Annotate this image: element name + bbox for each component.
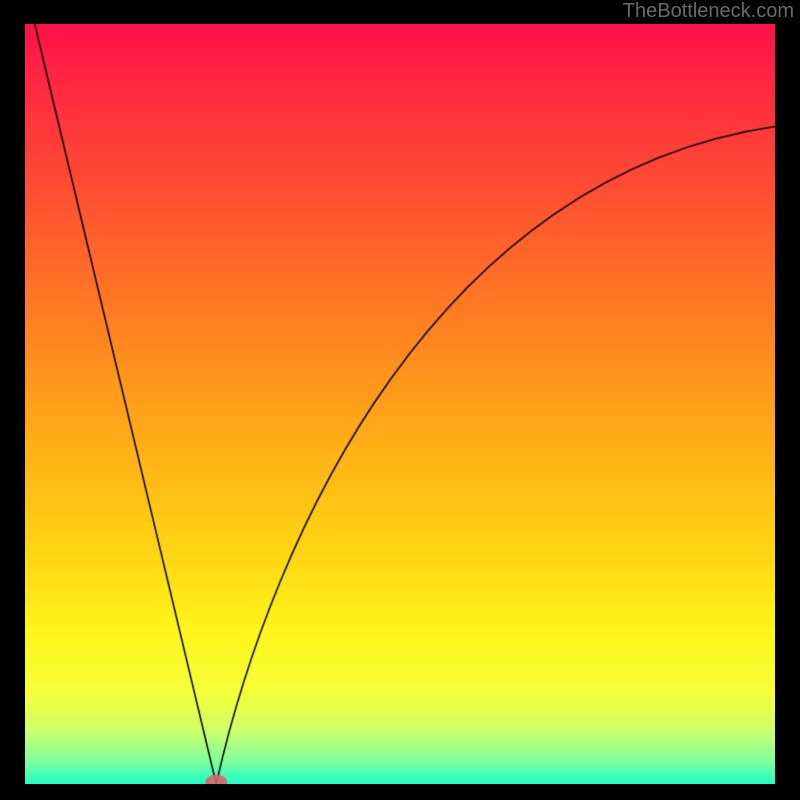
watermark-text: TheBottleneck.com — [623, 0, 794, 22]
plot-canvas — [25, 24, 775, 784]
chart-container: TheBottleneck.com — [0, 0, 800, 800]
plot-area — [25, 24, 775, 784]
